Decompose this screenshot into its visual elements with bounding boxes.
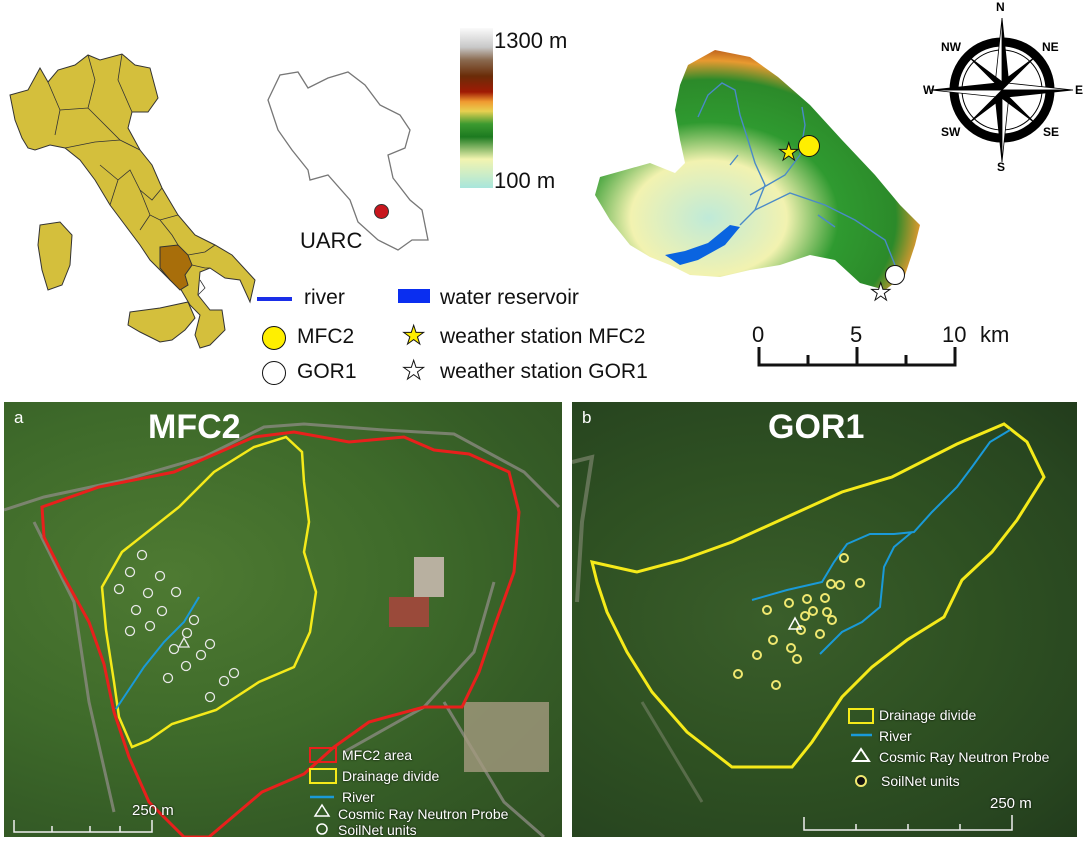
legend-a-soilnet: SoilNet units: [338, 822, 417, 837]
campania-map: [250, 60, 440, 260]
legend-b-soilnet: SoilNet units: [881, 773, 960, 789]
compass-rose: N NE E SE S SW W NW: [923, 0, 1084, 174]
legend-weather-mfc2: weather station MFC2: [440, 325, 646, 348]
km-scale-bar: [757, 347, 957, 367]
panel-a-mfc2-aerial: a MFC2 MFC2 area Drainage divide River C…: [4, 402, 562, 837]
panel-b-title: GOR1: [768, 408, 865, 446]
legend-b-divide: Drainage divide: [879, 707, 977, 723]
compass-e: E: [1075, 83, 1084, 97]
campania-site-label: UARC: [300, 228, 363, 253]
colorbar-max-label: 1300 m: [494, 28, 568, 53]
panel-b-gor1-aerial: b GOR1 Drainage divide River Cosmic Ray …: [572, 402, 1077, 837]
italy-map: [0, 40, 260, 360]
panel-a-title: MFC2: [148, 408, 241, 446]
legend-b-river: River: [879, 728, 912, 744]
compass-sw: SW: [941, 125, 961, 139]
catchment-dem-map: ★ ★: [580, 45, 940, 305]
weather-station-gor1-icon: ★: [870, 279, 892, 306]
weather-mfc2-star-icon: ★: [401, 320, 426, 350]
weather-station-mfc2-icon: ★: [778, 139, 800, 166]
weather-gor1-star-icon: ★: [401, 355, 426, 385]
reservoir-swatch-icon: [398, 289, 430, 303]
legend-a-crnp: Cosmic Ray Neutron Probe: [338, 806, 509, 822]
panel-b-letter: b: [582, 408, 592, 427]
compass-w: W: [923, 83, 935, 97]
legend-river: river: [304, 286, 345, 309]
panel-a-letter: a: [14, 408, 24, 427]
mfc2-site-marker: [798, 135, 820, 157]
compass-ne: NE: [1042, 40, 1059, 54]
elevation-colorbar: [460, 28, 493, 188]
site-marker-dot: [374, 204, 389, 219]
compass-nw: NW: [941, 40, 961, 54]
panel-a-scale-label: 250 m: [132, 802, 174, 819]
colorbar-min-label: 100 m: [494, 168, 556, 193]
gor1-circle-icon: [262, 361, 286, 385]
scale-tick-0: 0: [752, 322, 765, 347]
panel-b-scale-label: 250 m: [990, 795, 1032, 812]
scale-unit: km: [980, 322, 1010, 347]
scale-tick-5: 5: [850, 322, 863, 347]
compass-n: N: [996, 0, 1005, 14]
mfc2-circle-icon: [262, 326, 286, 350]
legend-a-area: MFC2 area: [342, 747, 413, 763]
river-swatch-icon: [257, 297, 292, 301]
legend-a-river: River: [342, 789, 375, 805]
legend-b-crnp: Cosmic Ray Neutron Probe: [879, 749, 1050, 765]
legend-water-reservoir: water reservoir: [440, 286, 579, 309]
legend-gor1: GOR1: [297, 360, 357, 383]
scale-tick-10: 10: [942, 322, 967, 347]
compass-s: S: [997, 160, 1006, 174]
legend-a-divide: Drainage divide: [342, 768, 440, 784]
compass-se: SE: [1043, 125, 1060, 139]
gor1-site-marker: [885, 265, 905, 285]
legend-mfc2: MFC2: [297, 325, 355, 348]
legend-weather-gor1: weather station GOR1: [440, 360, 648, 383]
